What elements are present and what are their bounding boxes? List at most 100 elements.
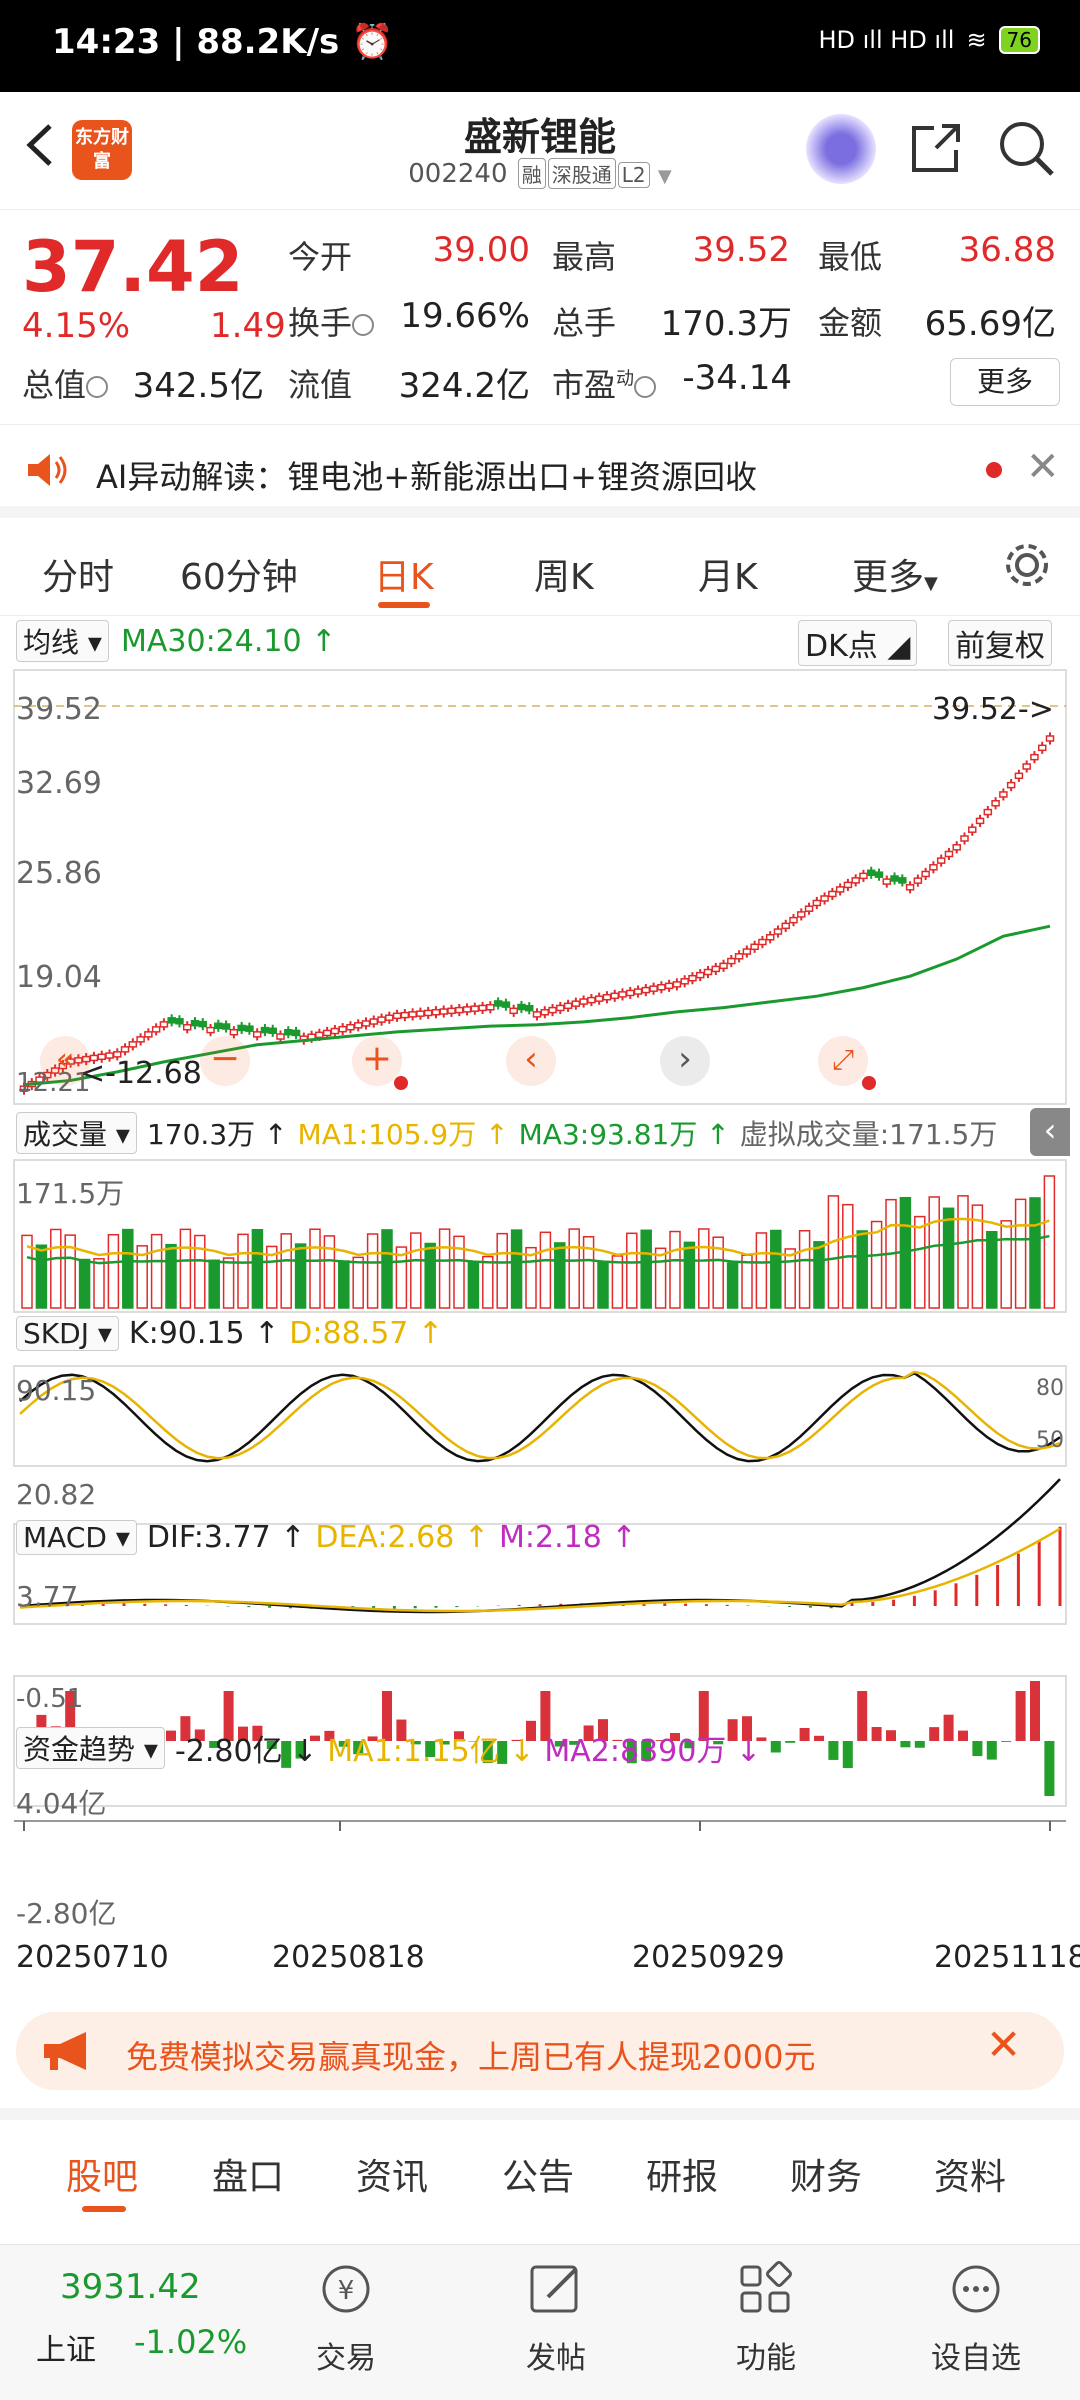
scroll-left-icon[interactable]: ‹ — [506, 1036, 556, 1086]
tab-news[interactable]: 资讯 — [356, 2157, 429, 2198]
search-icon[interactable] — [996, 118, 1056, 178]
more-button[interactable]: 更多 — [950, 358, 1060, 406]
nav-trade[interactable]: 交易 — [316, 2341, 376, 2376]
candle-body — [408, 1011, 417, 1018]
market-cap-label: 总值 — [22, 360, 109, 406]
candle-body — [594, 995, 604, 1002]
tab-research[interactable]: 研报 — [646, 2157, 719, 2198]
fund-select[interactable]: 资金趋势 ▾ — [16, 1727, 165, 1769]
nav-post[interactable]: 发帖 — [526, 2341, 586, 2376]
fund-bar — [310, 1735, 320, 1741]
skdj-ytick-bottom: 20.82 — [16, 1478, 97, 1511]
status-time: 14:23 — [52, 22, 161, 62]
scroll-left-fast-icon[interactable]: « — [40, 1036, 90, 1086]
stock-code-row: 002240 融深股通 L2 ▼ — [0, 158, 1080, 189]
yuan-trade-icon[interactable]: ¥ — [316, 2261, 376, 2317]
info-icon[interactable] — [86, 376, 109, 398]
zoom-out-icon[interactable]: − — [200, 1036, 250, 1086]
volume-bar — [726, 1262, 739, 1309]
function-grid-icon[interactable] — [736, 2261, 796, 2317]
candle-body — [695, 971, 705, 979]
close-icon[interactable]: ✕ — [1026, 444, 1060, 490]
volume-bar — [755, 1232, 768, 1309]
tab-orderbook[interactable]: 盘口 — [212, 2157, 285, 2198]
fund-bar — [439, 1741, 450, 1745]
nav-add-watchlist[interactable]: 设自选 — [931, 2341, 1021, 2376]
notification-dot-icon — [394, 1076, 408, 1090]
share-icon[interactable] — [906, 118, 966, 178]
candle-body — [641, 986, 651, 994]
volume-bar — [323, 1235, 336, 1309]
fullscreen-icon[interactable]: ⤢ — [818, 1036, 868, 1086]
settings-gear-icon[interactable] — [1002, 540, 1052, 590]
macd-select[interactable]: MACD ▾ — [16, 1520, 137, 1555]
zoom-in-icon[interactable]: + — [352, 1036, 402, 1086]
tab-more[interactable]: 更多▼ — [852, 557, 938, 598]
index-name[interactable]: 上证 — [36, 2333, 96, 2368]
tag-connect: 深股通 — [547, 158, 616, 189]
tab-60min[interactable]: 60分钟 — [180, 557, 298, 598]
candle-body — [385, 1014, 394, 1021]
close-icon[interactable]: ✕ — [986, 2020, 1022, 2069]
volume-bar — [611, 1255, 624, 1309]
volume-select[interactable]: 成交量 ▾ — [16, 1112, 137, 1154]
add-watchlist-icon[interactable] — [946, 2261, 1006, 2317]
info-icon[interactable] — [634, 376, 657, 398]
candle-body — [633, 988, 643, 995]
candle-body — [548, 1006, 557, 1014]
app-logo[interactable]: 东方财富 — [72, 120, 132, 180]
candle-body — [750, 943, 759, 951]
skdj-select[interactable]: SKDJ ▾ — [16, 1316, 119, 1351]
candle-body — [843, 881, 853, 889]
fund-bar — [281, 1741, 292, 1768]
fund-bar — [670, 1733, 680, 1741]
collapse-panel-icon[interactable]: ‹ — [1030, 1108, 1070, 1156]
compose-post-icon[interactable] — [526, 2261, 586, 2317]
fund-bar — [698, 1691, 709, 1741]
volume-bars — [21, 1175, 1056, 1309]
scroll-right-icon[interactable]: › — [660, 1036, 710, 1086]
ai-banner[interactable]: AI异动解读：锂电池+新能源出口+锂资源回收 ✕ — [0, 426, 1080, 518]
volume-bar — [251, 1229, 264, 1309]
candle-body — [563, 1002, 573, 1010]
volume-bar — [280, 1233, 292, 1309]
fund-ytick-top: 4.04亿 — [16, 1787, 107, 1820]
dropdown-icon[interactable]: ▼ — [657, 166, 672, 187]
back-arrow-icon[interactable] — [20, 120, 60, 170]
info-icon[interactable] — [352, 314, 375, 336]
candle-body — [330, 1027, 340, 1035]
tab-financials[interactable]: 财务 — [790, 2157, 863, 2198]
candle-body — [968, 826, 977, 833]
promo-banner[interactable]: 免费模拟交易赢真现金，上周已有人提现2000元 ✕ — [16, 2012, 1064, 2090]
high-value: 39.52 — [692, 230, 790, 270]
tab-monthly-k[interactable]: 月K — [698, 557, 758, 598]
index-value[interactable]: 3931.42 — [60, 2267, 201, 2307]
volume-bar — [654, 1247, 667, 1309]
index-change[interactable]: -1.02% — [134, 2323, 248, 2361]
ma-select[interactable]: 均线 ▾ — [16, 620, 109, 662]
candle-body — [672, 981, 682, 988]
svg-text:¥: ¥ — [338, 2276, 355, 2306]
adjust-select[interactable]: 前复权 — [948, 620, 1052, 666]
fund-bar — [1015, 1691, 1026, 1741]
dk-point-select[interactable]: DK点 ◢ — [798, 620, 918, 666]
tab-weekly-k[interactable]: 周K — [534, 557, 594, 598]
fund-bar — [785, 1741, 796, 1743]
status-time-speed: 14:23 | 88.2K/s ⏰ — [52, 22, 394, 62]
fund-bar — [367, 1736, 378, 1741]
candle-body — [486, 1003, 495, 1011]
tab-announcements[interactable]: 公告 — [502, 2157, 575, 2198]
fund-bar — [598, 1719, 608, 1741]
tab-daily-k[interactable]: 日K — [374, 557, 434, 598]
candle-body — [789, 916, 798, 924]
ai-assistant-avatar[interactable] — [806, 114, 876, 184]
tab-timeshare[interactable]: 分时 — [42, 557, 115, 598]
nav-functions[interactable]: 功能 — [736, 2341, 796, 2376]
x-date-2: 20250929 — [632, 1940, 785, 1975]
kline-ytick-2: 25.86 — [16, 856, 102, 891]
tab-forum[interactable]: 股吧 — [66, 2157, 139, 2198]
volume-bar — [669, 1230, 681, 1309]
tab-profile[interactable]: 资料 — [934, 2157, 1007, 2198]
stock-chart-svg[interactable] — [0, 666, 1080, 1996]
fund-bar — [382, 1691, 392, 1741]
